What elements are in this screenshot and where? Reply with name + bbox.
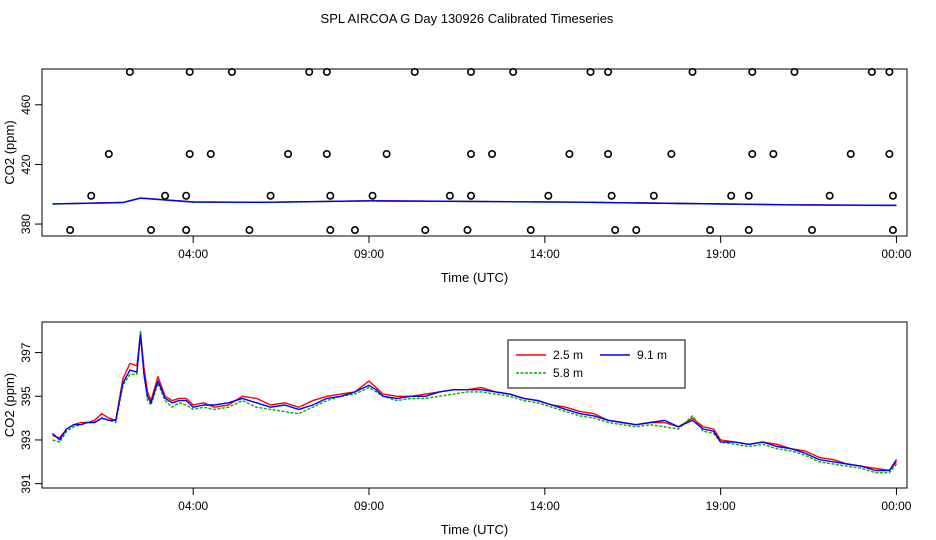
y-tick-label: 393 — [19, 430, 33, 450]
top-panel: 04:00 09:00 14:00 19:00 00:00 380 420 460 Time (… — [2, 67, 912, 285]
flagged-point — [322, 67, 331, 76]
flagged-point — [182, 226, 191, 235]
flagged-point — [632, 226, 641, 235]
plot-frame — [41, 68, 908, 237]
flagged-point — [185, 67, 194, 76]
flagged-point — [350, 226, 359, 235]
y-axis-label: CO2 (ppm) — [2, 120, 17, 184]
flagged-point — [245, 226, 254, 235]
flagged-point — [649, 191, 658, 200]
flagged-point — [604, 67, 613, 76]
flagged-point — [748, 67, 757, 76]
flagged-point — [445, 191, 454, 200]
flagged-point — [227, 67, 236, 76]
flagged-point — [421, 226, 430, 235]
flagged-point — [565, 149, 574, 158]
flagged-point — [607, 191, 616, 200]
y-tick-label: 395 — [19, 386, 33, 406]
flagged-point — [744, 226, 753, 235]
flagged-point — [790, 67, 799, 76]
flagged-point — [888, 191, 897, 200]
bottom-panel: 04:00 09:00 14:00 19:00 00:00 391 393 395 397 Tim… — [2, 321, 912, 537]
x-tick-label: 09:00 — [354, 499, 384, 513]
flagged-point — [526, 226, 535, 235]
flagged-point — [284, 149, 293, 158]
flagged-point — [688, 67, 697, 76]
y-tick-label: 420 — [19, 154, 33, 174]
flagged-point — [825, 191, 834, 200]
flagged-point — [748, 149, 757, 158]
flagged-point — [466, 67, 475, 76]
flagged-point — [885, 149, 894, 158]
flagged-point — [466, 191, 475, 200]
flagged-point — [488, 149, 497, 158]
figure-title: SPL AIRCOA G Day 130926 Calibrated Times… — [321, 11, 614, 26]
legend-box — [507, 339, 686, 389]
flagged-point — [326, 226, 335, 235]
flagged-point — [706, 226, 715, 235]
x-tick-label: 00:00 — [881, 247, 911, 261]
y-tick-label: 397 — [19, 342, 33, 362]
flagged-point — [87, 191, 96, 200]
x-tick-label: 14:00 — [530, 247, 560, 261]
flagged-point — [125, 67, 134, 76]
y-tick-label: 391 — [19, 473, 33, 493]
flagged-point — [368, 191, 377, 200]
flagged-point — [885, 67, 894, 76]
legend: 2.5 m 9.1 m 5.8 m — [507, 339, 686, 389]
series-line-2-5-m — [52, 332, 898, 472]
flagged-point — [611, 226, 620, 235]
flagged-point — [769, 149, 778, 158]
flagged-point — [727, 191, 736, 200]
plot-frame — [41, 321, 908, 489]
series-line-9-1-m — [52, 334, 898, 472]
x-tick-label: 00:00 — [881, 499, 911, 513]
legend-label: 9.1 m — [637, 348, 667, 362]
flagged-point — [604, 149, 613, 158]
x-tick-label: 04:00 — [178, 247, 208, 261]
flagged-point — [586, 67, 595, 76]
series-line-9-1-m — [52, 197, 897, 206]
x-tick-label: 19:00 — [706, 499, 736, 513]
flagged-point — [667, 149, 676, 158]
flagged-point — [888, 226, 897, 235]
flagged-point — [326, 191, 335, 200]
flagged-point — [463, 226, 472, 235]
legend-label: 5.8 m — [553, 366, 583, 380]
x-tick-label: 09:00 — [354, 247, 384, 261]
flagged-point — [182, 191, 191, 200]
flagged-point — [382, 149, 391, 158]
flagged-point — [322, 149, 331, 158]
flagged-point — [509, 67, 518, 76]
flagged-point — [867, 67, 876, 76]
flagged-point — [305, 67, 314, 76]
legend-label: 2.5 m — [553, 348, 583, 362]
x-tick-label: 19:00 — [706, 247, 736, 261]
flagged-point — [410, 67, 419, 76]
flagged-point — [66, 226, 75, 235]
series-line-5-8-m — [52, 330, 898, 474]
flagged-point — [466, 149, 475, 158]
y-axis-label: CO2 (ppm) — [2, 373, 17, 437]
flagged-point — [544, 191, 553, 200]
flagged-point — [104, 149, 113, 158]
flagged-point — [185, 149, 194, 158]
flagged-point — [744, 191, 753, 200]
flagged-point — [846, 149, 855, 158]
x-tick-label: 04:00 — [178, 499, 208, 513]
flagged-point — [161, 191, 170, 200]
y-tick-label: 380 — [19, 214, 33, 234]
flagged-point — [206, 149, 215, 158]
flagged-point — [147, 226, 156, 235]
flagged-point — [266, 191, 275, 200]
x-tick-label: 14:00 — [530, 499, 560, 513]
x-axis-label: Time (UTC) — [441, 270, 508, 285]
x-axis-label: Time (UTC) — [441, 522, 508, 537]
flagged-point — [808, 226, 817, 235]
y-tick-label: 460 — [19, 94, 33, 114]
